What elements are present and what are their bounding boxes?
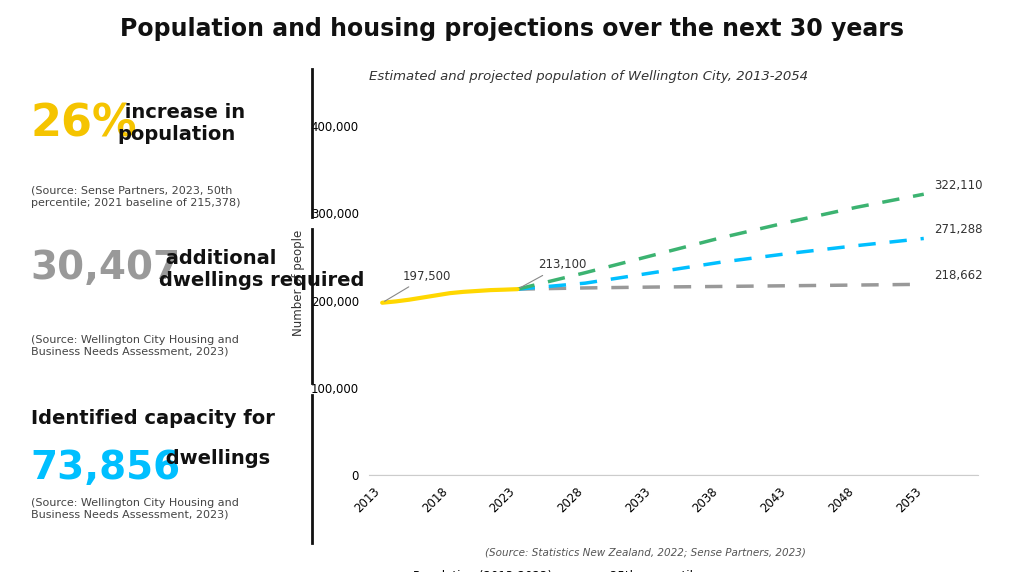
Text: 197,500: 197,500 [385, 269, 451, 301]
Text: 322,110: 322,110 [935, 178, 983, 192]
Text: (Source: Wellington City Housing and
Business Needs Assessment, 2023): (Source: Wellington City Housing and Bus… [31, 335, 239, 356]
Legend: Population (2013-2022), 50th percentile, 25th percentile, 75th percentile: Population (2013-2022), 50th percentile,… [369, 565, 706, 572]
Y-axis label: Number of people: Number of people [292, 230, 305, 336]
Text: Identified capacity for: Identified capacity for [31, 409, 274, 428]
Text: 213,100: 213,100 [520, 259, 587, 288]
Text: additional
dwellings required: additional dwellings required [159, 249, 365, 290]
Text: 26%: 26% [31, 103, 137, 146]
Text: (Source: Statistics New Zealand, 2022; Sense Partners, 2023): (Source: Statistics New Zealand, 2022; S… [484, 548, 806, 558]
Text: Population and housing projections over the next 30 years: Population and housing projections over … [120, 17, 904, 41]
Text: Estimated and projected population of Wellington City, 2013-2054: Estimated and projected population of We… [369, 70, 808, 84]
Text: increase in
population: increase in population [118, 103, 245, 144]
Text: 73,856: 73,856 [31, 449, 181, 487]
Text: (Source: Sense Partners, 2023, 50th
percentile; 2021 baseline of 215,378): (Source: Sense Partners, 2023, 50th perc… [31, 186, 241, 208]
Text: 30,407: 30,407 [31, 249, 181, 287]
Text: 271,288: 271,288 [935, 223, 983, 236]
Text: (Source: Wellington City Housing and
Business Needs Assessment, 2023): (Source: Wellington City Housing and Bus… [31, 498, 239, 519]
Text: 218,662: 218,662 [935, 269, 983, 281]
Text: dwellings: dwellings [159, 449, 270, 468]
